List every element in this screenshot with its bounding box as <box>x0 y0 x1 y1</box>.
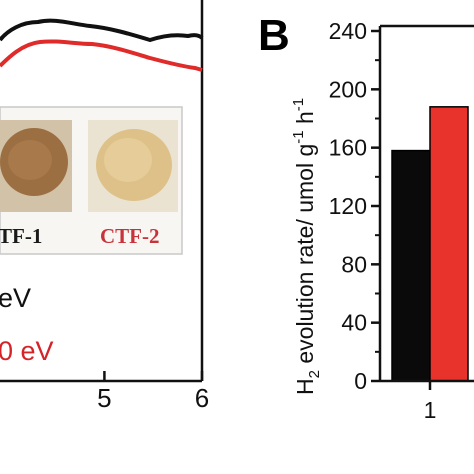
y-label-sup2: -1 <box>290 98 307 111</box>
y-label-h: H <box>292 378 318 395</box>
y-tick-label: 120 <box>329 193 367 219</box>
y-label-h2: h <box>292 111 318 130</box>
y-tick-label: 200 <box>329 76 367 102</box>
y-tick-label: 40 <box>341 310 367 336</box>
y-tick-label: 80 <box>341 251 367 277</box>
photo-label-ctf2: CTF-2 <box>100 224 160 248</box>
y-tick-label: 240 <box>329 18 367 44</box>
right-panel: B H2 evolution rate/ umol g-1 h-1 040801… <box>258 11 474 423</box>
bar-series-1 <box>391 149 431 382</box>
inset-photos: TF-1 CTF-2 <box>0 106 183 255</box>
photo-label-ctf1: TF-1 <box>0 224 42 248</box>
left-plot-frame <box>0 0 204 383</box>
left-x-tick-label: 6 <box>195 383 209 413</box>
series-line-red <box>0 39 203 72</box>
y-label-sub: 2 <box>306 370 323 378</box>
x-axis: 1 <box>424 381 437 423</box>
y-tick-label: 160 <box>329 135 367 161</box>
legend-text-black: eV <box>0 283 31 313</box>
legend-text-red: 0 eV <box>0 336 54 366</box>
ctf2-photo <box>88 120 178 212</box>
y-label-main: evolution rate/ umol g <box>292 144 318 370</box>
series-line-black <box>0 18 204 43</box>
plot-frame <box>378 24 474 383</box>
x-tick-label: 1 <box>424 397 437 423</box>
panel-label: B <box>258 11 290 60</box>
y-axis-label: H2 evolution rate/ umol g-1 h-1 <box>290 98 323 395</box>
ctf1-photo <box>0 120 72 212</box>
left-x-tick-label: 5 <box>97 383 111 413</box>
y-axis: 0 40 80 120 160 200 240 <box>329 18 380 394</box>
bars <box>391 106 469 382</box>
bar-series-2 <box>429 106 469 382</box>
y-label-sup1: -1 <box>290 130 307 143</box>
y-tick-label: 0 <box>354 368 367 394</box>
